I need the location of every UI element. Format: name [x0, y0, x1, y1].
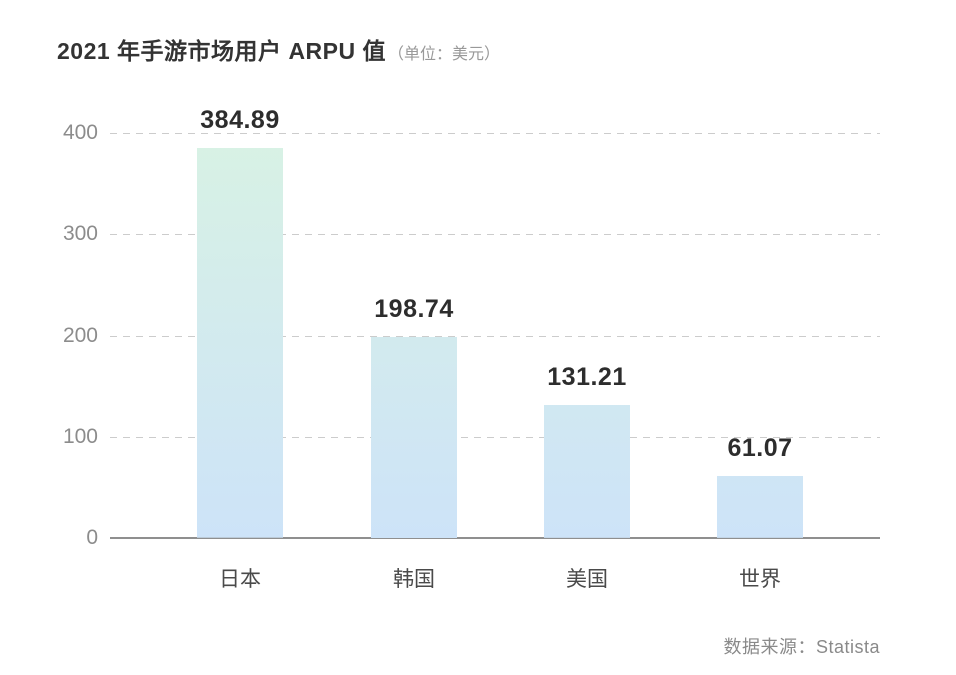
bar-category-label-日本: 日本: [219, 568, 261, 591]
bar-日本: [197, 148, 283, 538]
bar-韩国: [371, 336, 457, 538]
y-tick-label-200: 200: [62, 323, 98, 347]
y-tick-label-300: 300: [62, 222, 98, 246]
chart-title-unit: （单位：美元）: [388, 46, 501, 63]
chart-title-text: 2021 年手游市场用户 ARPU 值: [57, 38, 387, 64]
bar-value-label-韩国: 198.74: [374, 294, 454, 323]
y-tick-label-0: 0: [86, 526, 98, 549]
gridline-400: [110, 133, 880, 134]
data-source-label: 数据来源：Statista: [723, 637, 880, 657]
bar-value-label-日本: 384.89: [200, 106, 280, 135]
bar-value-label-世界: 61.07: [727, 434, 793, 463]
chart-title: 2021 年手游市场用户 ARPU 值（单位：美元）: [57, 32, 500, 66]
bar-世界: [717, 476, 803, 538]
y-tick-label-400: 400: [62, 121, 98, 144]
gridline-300: [110, 234, 880, 236]
gridline-100: [110, 436, 880, 438]
y-tick-label-100: 100: [62, 424, 98, 448]
bar-category-label-韩国: 韩国: [393, 568, 435, 591]
x-axis-baseline: [110, 537, 880, 539]
bar-美国: [544, 405, 630, 538]
gridline-200: [110, 335, 880, 337]
bar-category-label-世界: 世界: [739, 568, 781, 591]
bar-value-label-美国: 131.21: [547, 363, 627, 392]
bar-category-label-美国: 美国: [566, 568, 608, 591]
